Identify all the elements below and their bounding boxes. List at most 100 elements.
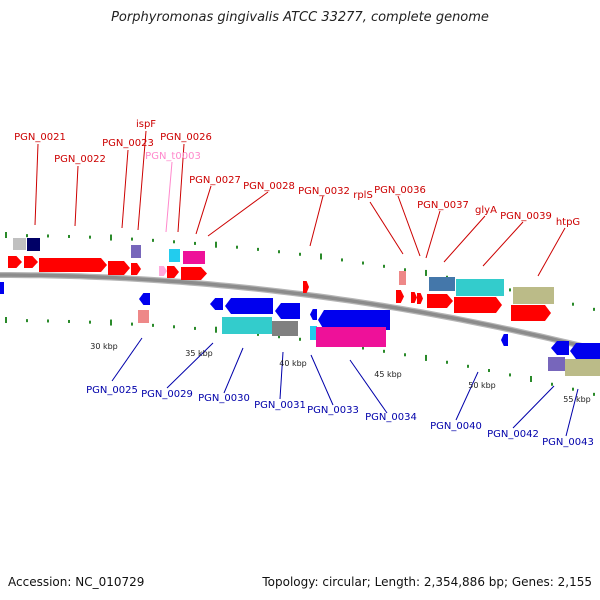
bottom-tick [467, 364, 469, 368]
gene-arrow [511, 305, 551, 321]
bottom-gene-label: PGN_0040 [430, 421, 482, 432]
top-gene-label: glyA [475, 205, 497, 216]
bottom-tick [152, 323, 154, 327]
gene-arrow [411, 292, 417, 303]
gene-box [272, 321, 298, 336]
page-title: Porphyromonas gingivalis ATCC 33277, com… [111, 10, 489, 25]
gene-arrow [108, 261, 130, 275]
top-gene-label: PGN_0027 [189, 175, 241, 186]
topology-stats-text: Topology: circular; Length: 2,354,886 bp… [262, 575, 592, 589]
gene-arrow [275, 303, 300, 319]
bottom-tick [446, 360, 448, 364]
leader-line [166, 342, 214, 389]
gene-box [310, 326, 317, 340]
gene-arrow [8, 256, 22, 268]
top-tick [572, 302, 574, 306]
top-gene-label: PGN_0028 [243, 181, 295, 192]
bottom-gene-label: PGN_0042 [487, 429, 539, 440]
gene-box [27, 238, 40, 251]
leader-line [512, 385, 555, 429]
bottom-tick [572, 387, 574, 391]
bottom-tick [47, 319, 49, 323]
gene-arrow [501, 334, 508, 346]
top-gene-label: PGN_0026 [160, 132, 212, 143]
top-tick [173, 240, 175, 244]
top-gene-label: PGN_0037 [417, 200, 469, 211]
top-tick [593, 307, 595, 311]
gene-arrow [570, 343, 600, 359]
scale-label: 50 kbp [468, 381, 496, 390]
bottom-tick [530, 375, 532, 382]
top-gene-label: rplS [353, 190, 373, 201]
top-tick [68, 234, 70, 238]
top-gene-label: PGN_0021 [14, 132, 66, 143]
leader-line [397, 195, 421, 257]
top-tick [383, 264, 385, 268]
top-gene-label: PGN_t0003 [145, 151, 201, 162]
bottom-tick [257, 332, 259, 336]
gene-box [169, 249, 180, 262]
leader-line [455, 371, 479, 421]
gene-box [131, 245, 141, 258]
bottom-gene-label: PGN_0033 [307, 405, 359, 416]
bottom-tick [593, 392, 595, 396]
bottom-gene-label: PGN_0043 [542, 437, 594, 448]
gene-arrow [181, 267, 207, 280]
bottom-tick [362, 346, 364, 350]
top-tick [131, 237, 133, 241]
top-tick [236, 245, 238, 249]
bottom-gene-label: PGN_0029 [141, 389, 193, 400]
leader-line [279, 351, 284, 400]
genome-backbone [0, 272, 600, 354]
bottom-tick [299, 337, 301, 341]
bottom-tick [194, 326, 196, 330]
top-tick [5, 232, 7, 239]
bottom-tick [89, 320, 91, 324]
top-tick [278, 250, 280, 254]
top-gene-label: PGN_0036 [374, 185, 426, 196]
top-tick [425, 269, 427, 276]
bottom-gene-label: PGN_0025 [86, 385, 138, 396]
genome-map: PGN_0021 PGN_0022 PGN_0023 ispF PGN_0026 PGN_… [0, 119, 600, 448]
gene-arrow [159, 266, 167, 276]
leader-line [165, 161, 173, 233]
gene-arrow [417, 293, 423, 304]
leader-line [223, 347, 244, 394]
top-tick [26, 234, 28, 238]
bottom-tick [5, 317, 7, 324]
top-tick [257, 247, 259, 251]
gene-box [316, 327, 386, 347]
leader-line [34, 143, 39, 226]
leader-line [443, 215, 486, 263]
leader-line [482, 221, 524, 267]
top-gene-label: PGN_0032 [298, 186, 350, 197]
gene-arrow [139, 293, 150, 305]
gene-arrow [396, 290, 404, 303]
top-gene-label: htpG [556, 217, 580, 228]
leader-line [565, 388, 579, 437]
gene-arrow [167, 266, 179, 278]
leader-line [74, 165, 79, 227]
gene-box [138, 310, 149, 323]
bottom-tick [278, 335, 280, 339]
gene-box [222, 317, 272, 334]
bottom-gene-label: PGN_0034 [365, 412, 417, 423]
tick-marks [5, 232, 595, 396]
gene-arrow [225, 298, 273, 314]
leader-line [349, 359, 388, 414]
backbone-line [0, 273, 600, 353]
bottom-tick [68, 319, 70, 323]
top-tick [152, 238, 154, 242]
leader-line [207, 191, 269, 237]
bottom-gene-label: PGN_0031 [254, 400, 306, 411]
top-tick [320, 253, 322, 260]
leader-line [111, 337, 143, 382]
scale-label: 45 kbp [374, 370, 402, 379]
gene-arrow [303, 281, 309, 293]
gene-features [0, 238, 600, 376]
gene-arrow [24, 256, 38, 268]
bottom-tick [551, 382, 553, 386]
leader-line [195, 185, 212, 235]
bottom-tick [110, 319, 112, 326]
gene-arrow [551, 341, 569, 355]
